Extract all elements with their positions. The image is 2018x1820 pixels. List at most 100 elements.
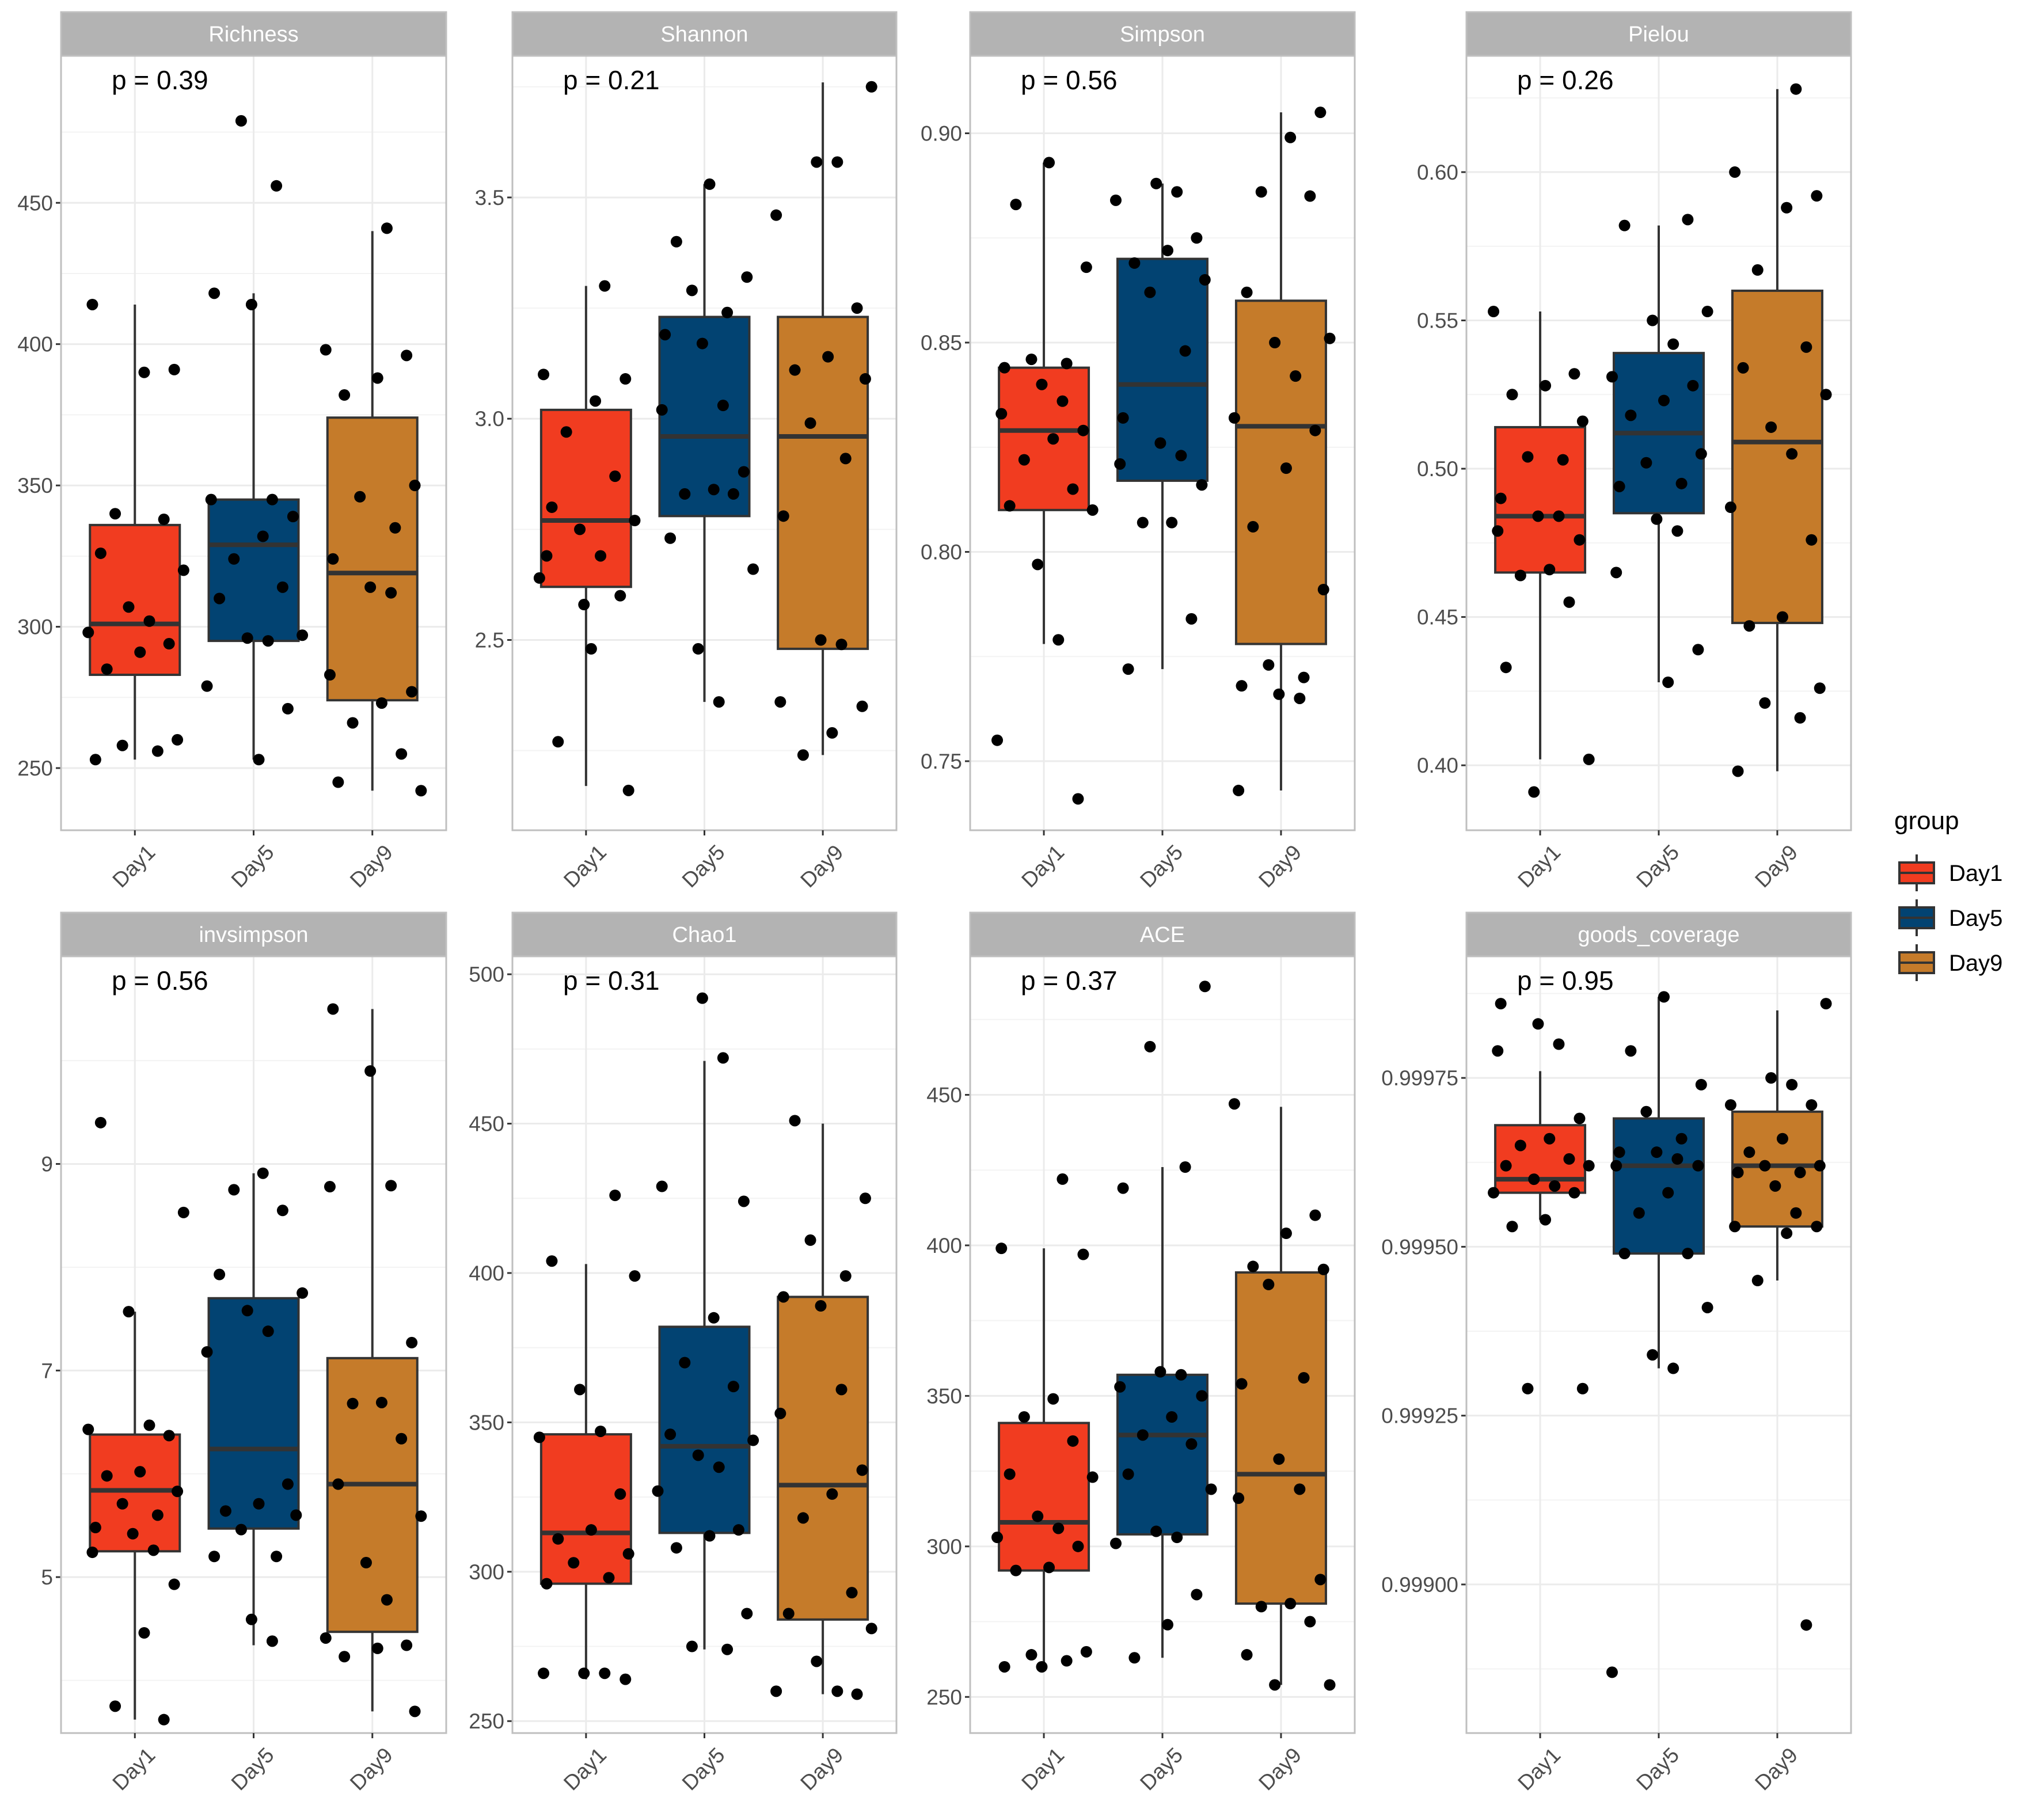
- data-point: [134, 646, 146, 658]
- data-point: [1072, 793, 1084, 805]
- data-point: [1273, 688, 1285, 700]
- x-tick-label: Day9: [796, 1743, 848, 1795]
- data-point: [158, 1713, 170, 1726]
- data-point: [381, 1594, 393, 1606]
- y-tick-label: 3.5: [475, 186, 504, 210]
- data-point: [629, 1270, 641, 1282]
- data-point: [1781, 1227, 1793, 1239]
- data-point: [1175, 450, 1187, 462]
- data-point: [1522, 1382, 1534, 1395]
- data-point: [1820, 998, 1832, 1010]
- data-point: [360, 1557, 372, 1569]
- p-value-annotation: p = 0.31: [563, 966, 660, 996]
- data-point: [1171, 1532, 1183, 1544]
- data-point: [415, 785, 427, 797]
- y-tick-label: 0.90: [921, 122, 962, 146]
- data-point: [1144, 286, 1156, 298]
- data-point: [271, 180, 283, 192]
- data-point: [1052, 1522, 1065, 1534]
- data-point: [1610, 1160, 1622, 1172]
- x-tick-label: Day1: [559, 840, 611, 892]
- data-point: [656, 1180, 668, 1192]
- box-day5: [658, 1325, 751, 1534]
- data-point: [228, 553, 240, 565]
- y-tick-label: 300: [469, 1560, 504, 1584]
- data-point: [552, 736, 564, 748]
- data-point: [533, 572, 545, 584]
- data-point: [1294, 692, 1306, 704]
- data-point: [241, 632, 253, 644]
- data-point: [1280, 1228, 1292, 1240]
- data-point: [1794, 712, 1806, 724]
- y-tick-label: 250: [926, 1685, 962, 1709]
- data-point: [1150, 177, 1162, 189]
- data-point: [1117, 1182, 1129, 1194]
- data-point: [1273, 1453, 1285, 1465]
- box-day5: [207, 498, 300, 643]
- data-point: [201, 1346, 213, 1358]
- data-point: [1324, 332, 1336, 344]
- y-tick-label: 0.50: [1417, 457, 1458, 481]
- data-point: [1236, 1378, 1248, 1390]
- data-point: [1154, 437, 1166, 449]
- data-point: [1765, 421, 1777, 433]
- box-day5: [207, 1297, 300, 1530]
- facet-strip: [969, 911, 1356, 958]
- data-point: [797, 1512, 809, 1524]
- data-point: [1522, 451, 1534, 463]
- data-point: [101, 663, 113, 675]
- data-point: [822, 351, 834, 363]
- data-point: [835, 1384, 848, 1396]
- data-point: [396, 748, 408, 760]
- data-point: [347, 717, 359, 729]
- data-point: [354, 491, 366, 503]
- x-tick-label: Day9: [1254, 1743, 1306, 1795]
- data-point: [1298, 1372, 1310, 1384]
- data-point: [1247, 520, 1259, 533]
- y-tick-label: 400: [17, 333, 53, 356]
- data-point: [995, 1243, 1008, 1255]
- data-point: [1506, 1221, 1518, 1233]
- data-point: [1751, 1275, 1764, 1287]
- box-day1: [539, 1433, 632, 1585]
- data-point: [614, 590, 626, 602]
- data-point: [599, 280, 611, 292]
- facet-title: Chao1: [672, 923, 737, 947]
- data-point: [1610, 567, 1622, 579]
- data-point: [1025, 354, 1037, 366]
- data-point: [1309, 1209, 1321, 1221]
- data-point: [622, 784, 634, 796]
- data-point: [257, 1167, 269, 1179]
- y-tick-label: 0.80: [921, 541, 962, 564]
- y-tick-label: 400: [926, 1234, 962, 1257]
- data-point: [1080, 1646, 1092, 1658]
- data-point: [541, 550, 553, 562]
- data-point: [339, 1651, 351, 1663]
- y-tick-label: 2.5: [475, 629, 504, 652]
- data-point: [789, 364, 801, 376]
- data-point: [1284, 1598, 1297, 1610]
- facet-strip: [511, 11, 898, 57]
- data-point: [747, 1434, 759, 1446]
- data-point: [1781, 202, 1793, 214]
- data-point: [1067, 483, 1079, 495]
- data-point: [1563, 596, 1575, 608]
- data-point: [172, 1485, 184, 1498]
- data-point: [371, 1642, 383, 1654]
- facet-strip: [1465, 911, 1852, 958]
- data-point: [815, 1300, 827, 1312]
- data-point: [568, 1557, 580, 1569]
- data-point: [1241, 1649, 1253, 1661]
- data-point: [138, 366, 150, 378]
- data-point: [381, 222, 393, 234]
- data-point: [1743, 620, 1755, 632]
- data-point: [1583, 753, 1595, 765]
- data-point: [1814, 682, 1826, 694]
- data-point: [1324, 1679, 1336, 1691]
- panel-ace: 250 300 350 400 450 ACE p = 0.37 Day1 Day5 Day9: [926, 911, 1356, 1795]
- data-point: [177, 564, 189, 576]
- data-point: [1047, 1393, 1059, 1405]
- data-point: [168, 363, 180, 375]
- data-point: [738, 466, 750, 478]
